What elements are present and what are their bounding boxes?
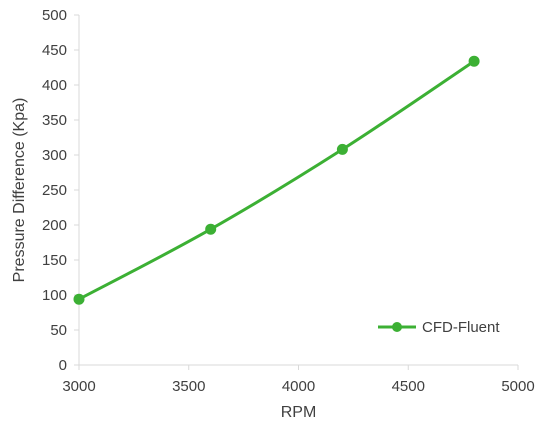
y-tick-label: 50 (50, 322, 67, 339)
y-tick-label: 200 (42, 217, 67, 234)
legend: CFD-Fluent (378, 319, 500, 336)
x-tick-label: 4500 (392, 378, 425, 395)
y-tick-label: 300 (42, 147, 67, 164)
x-axis-title: RPM (281, 404, 317, 421)
x-tick-label: 4000 (282, 378, 315, 395)
y-axis: 0 50 100 150 200 250 300 350 400 450 500 (42, 7, 80, 374)
series-line (77, 59, 476, 301)
y-tick-label: 400 (42, 77, 67, 94)
data-point (336, 143, 348, 155)
data-point (73, 293, 85, 305)
x-tick-label: 3000 (62, 378, 95, 395)
y-tick-label: 100 (42, 287, 67, 304)
y-axis-title: Pressure Difference (Kpa) (11, 98, 28, 283)
legend-label: CFD-Fluent (422, 319, 500, 336)
x-axis: 3000 3500 4000 4500 5000 (62, 364, 535, 395)
x-tick-label: 3500 (172, 378, 205, 395)
data-point (468, 55, 480, 67)
data-point (205, 223, 217, 235)
y-tick-label: 350 (42, 112, 67, 129)
y-tick-label: 0 (59, 357, 67, 374)
y-tick-label: 500 (42, 7, 67, 24)
y-tick-label: 250 (42, 182, 67, 199)
y-tick-label: 150 (42, 252, 67, 269)
x-tick-label: 5000 (501, 378, 534, 395)
series-layer (73, 55, 480, 305)
legend-marker (392, 322, 402, 332)
y-tick-label: 450 (42, 42, 67, 59)
